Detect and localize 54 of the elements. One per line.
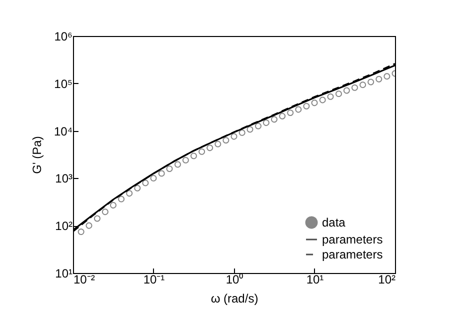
point [158,170,165,177]
point [319,96,326,104]
point [238,129,246,136]
point [327,93,334,100]
point [230,133,238,140]
point [295,106,302,113]
point [384,73,390,80]
point [311,100,318,106]
point [303,102,310,110]
point [150,174,157,182]
x-tick-label: 10² [378,272,396,286]
point [86,222,92,229]
y-tick-label: 10³ [55,172,73,186]
x-tick-label: 10¹ [306,272,324,286]
point [198,148,206,155]
x-axis-title: ω (rad/s) [210,292,258,306]
point [376,76,382,82]
point [182,156,189,164]
point [262,119,270,126]
point [368,78,374,86]
point [102,208,108,216]
point [279,112,286,120]
point [287,110,294,116]
y-axis-title: G' (Pa) [30,136,44,174]
point [351,84,358,91]
x-tick-label: 10⁻¹ [143,272,165,286]
point [254,122,262,130]
y-tick-label: 10⁶ [54,30,73,44]
point [190,152,197,160]
x-tick-label: 10⁰ [226,272,244,286]
point [166,166,173,172]
point [142,180,149,186]
point [246,126,254,133]
legend-label: parameters [322,232,383,246]
point [118,196,125,202]
point [110,202,116,208]
point [214,140,222,148]
point [206,144,214,152]
point [343,87,350,94]
point [174,161,181,168]
y-tick-label: 10² [55,219,73,234]
point [78,228,84,236]
point [270,116,278,123]
point [222,137,230,144]
point [126,190,133,197]
y-tick-label: 10⁴ [54,124,72,138]
point [335,90,342,98]
y-tick-label: 10⁵ [54,76,73,91]
point [134,184,141,192]
point [94,215,100,222]
legend-label: parameters [322,248,383,262]
x-tick-label: 10⁻² [74,272,95,286]
point [360,82,366,88]
legend-label: data [322,216,346,230]
